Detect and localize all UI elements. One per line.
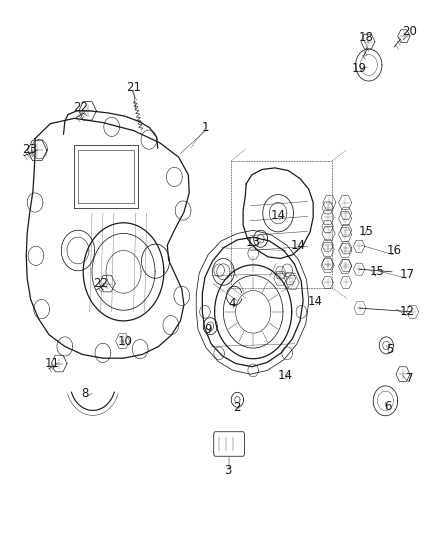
Text: 11: 11	[45, 357, 60, 370]
Text: 21: 21	[126, 82, 141, 94]
Text: 5: 5	[386, 343, 393, 356]
Text: 7: 7	[406, 372, 413, 385]
Text: 12: 12	[400, 305, 415, 318]
Text: 6: 6	[384, 400, 392, 413]
Text: 23: 23	[22, 143, 37, 156]
Text: 14: 14	[290, 239, 305, 252]
Text: 13: 13	[246, 236, 261, 249]
Text: 14: 14	[308, 295, 323, 308]
Text: 18: 18	[358, 31, 373, 44]
Text: 1: 1	[202, 122, 210, 134]
Text: 14: 14	[271, 209, 286, 222]
Text: 14: 14	[277, 369, 292, 382]
Text: 19: 19	[352, 62, 367, 75]
Text: 15: 15	[369, 265, 384, 278]
Text: 20: 20	[402, 26, 417, 38]
Text: 17: 17	[400, 268, 415, 281]
Text: 10: 10	[117, 335, 132, 348]
Text: 15: 15	[358, 225, 373, 238]
Text: 8: 8	[82, 387, 89, 400]
Text: 22: 22	[93, 277, 108, 290]
Text: 2: 2	[233, 401, 240, 414]
Text: 3: 3	[224, 464, 231, 477]
Text: 22: 22	[74, 101, 88, 114]
Text: 16: 16	[387, 244, 402, 257]
Text: 4: 4	[228, 297, 236, 310]
Text: 9: 9	[204, 323, 212, 336]
